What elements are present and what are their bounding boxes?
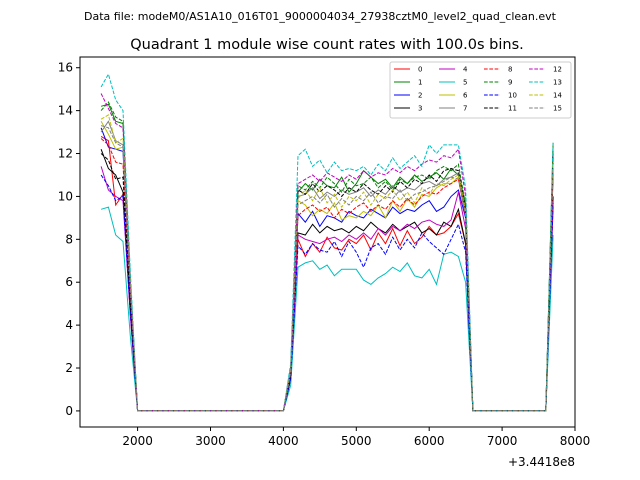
- x-tick-label: 4000: [268, 434, 299, 448]
- series-line-8: [100, 138, 554, 412]
- y-tick-label: 2: [65, 361, 73, 375]
- x-tick-label: 8000: [560, 434, 591, 448]
- series-line-13: [100, 72, 554, 412]
- legend-label-9: 9: [508, 79, 512, 87]
- legend-label-12: 12: [553, 66, 562, 74]
- x-axis: 2000 3000 4000 5000 6000 7000 8000: [122, 427, 590, 448]
- y-tick-label: 10: [58, 189, 73, 203]
- series-line-3: [100, 149, 554, 412]
- legend-box: [389, 61, 572, 119]
- legend-label-15: 15: [553, 105, 562, 113]
- y-axis: 0 2 4 6 8 10 12 14 16: [58, 61, 80, 418]
- legend-label-4: 4: [463, 66, 468, 74]
- x-tick-label: 7000: [487, 434, 518, 448]
- legend-label-0: 0: [418, 66, 422, 74]
- plot-area: [100, 72, 554, 412]
- y-tick-label: 4: [65, 318, 73, 332]
- series-line-14: [100, 114, 554, 412]
- x-tick-label: 6000: [414, 434, 445, 448]
- x-tick-label: 5000: [341, 434, 372, 448]
- y-tick-label: 12: [58, 147, 73, 161]
- series-line-9: [100, 101, 554, 412]
- x-tick-label: 2000: [122, 434, 153, 448]
- legend-label-14: 14: [553, 92, 562, 100]
- chart-title: Quadrant 1 module wise count rates with …: [130, 37, 524, 53]
- legend-label-8: 8: [508, 66, 512, 74]
- chart-suptitle: Data file: modeM0/AS1A10_016T01_90000040…: [84, 10, 557, 23]
- series-line-6: [100, 121, 554, 412]
- y-tick-label: 8: [65, 232, 73, 246]
- x-tick-label: 3000: [195, 434, 226, 448]
- legend-label-6: 6: [463, 92, 468, 100]
- legend-label-2: 2: [418, 92, 422, 100]
- legend-label-13: 13: [553, 79, 562, 87]
- legend-label-5: 5: [463, 79, 467, 87]
- y-tick-label: 0: [65, 404, 73, 418]
- series-line-2: [100, 127, 554, 412]
- legend-label-10: 10: [508, 92, 517, 100]
- legend-label-7: 7: [463, 105, 467, 113]
- series-line-10: [100, 174, 554, 412]
- series-line-1: [100, 103, 554, 412]
- legend-label-1: 1: [418, 79, 422, 87]
- y-tick-label: 6: [65, 275, 73, 289]
- y-tick-label: 16: [58, 61, 73, 75]
- series-line-15: [100, 125, 554, 412]
- series-line-7: [100, 120, 554, 412]
- legend-label-11: 11: [508, 105, 517, 113]
- plot-frame: [79, 56, 576, 428]
- legend-label-3: 3: [418, 105, 422, 113]
- y-tick-label: 14: [58, 104, 73, 118]
- x-offset-label: +3.4418e8: [508, 455, 575, 469]
